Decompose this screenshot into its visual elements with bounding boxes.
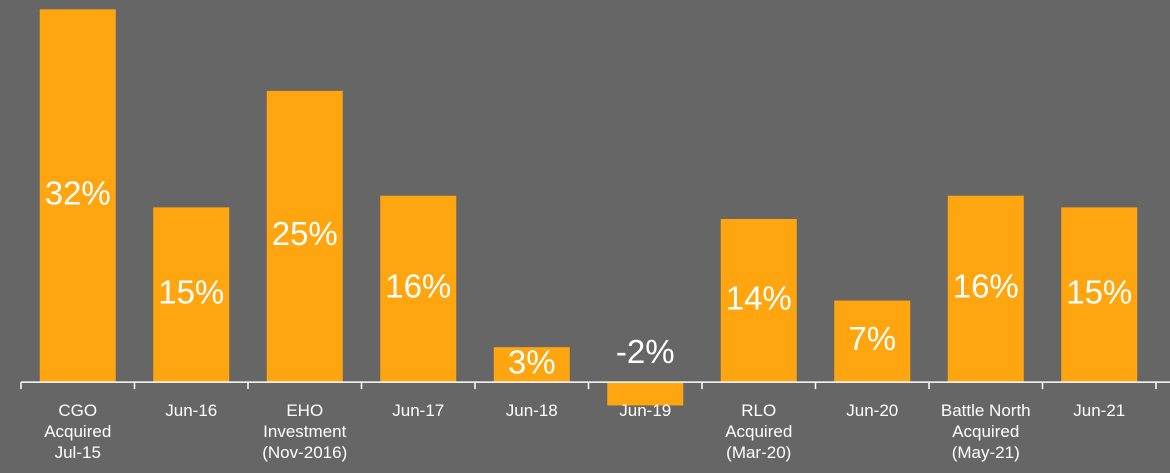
x-tick-label: Jun-19: [619, 401, 671, 420]
value-label: 25%: [272, 215, 338, 252]
bar: [153, 207, 230, 383]
bar: [720, 219, 797, 383]
x-tick-label: EHO Investment (Nov-2016): [262, 401, 347, 462]
x-tick-label-line: Jun-19: [619, 401, 671, 420]
x-tick-label: Battle North Acquired (May-21): [941, 401, 1031, 462]
x-tick-label: Jun-17: [392, 401, 444, 420]
x-tick-label-line: RLO: [741, 401, 776, 420]
x-tick-label-line: Acquired: [725, 422, 792, 441]
x-tick-label: Jun-16: [165, 401, 217, 420]
value-label: 3%: [508, 343, 556, 380]
bar: [380, 195, 457, 383]
value-label: 16%: [385, 268, 451, 305]
x-tick-label: Jun-21: [1073, 401, 1125, 420]
x-tick-label-line: (May-21): [952, 443, 1020, 462]
x-tick-label-line: Investment: [263, 422, 346, 441]
bar: [1061, 207, 1138, 383]
bar: [266, 90, 343, 383]
value-label: 16%: [953, 268, 1019, 305]
value-label: 14%: [726, 279, 792, 316]
x-tick-label-line: EHO: [286, 401, 323, 420]
x-tick-label-line: Jun-20: [846, 401, 898, 420]
bar: [607, 382, 684, 406]
x-tick-label-line: Jun-18: [506, 401, 558, 420]
x-tick-label: CGO Acquired Jul-15: [44, 401, 111, 462]
x-tick-label-line: Jul-15: [55, 443, 101, 462]
value-label: -2%: [616, 333, 675, 370]
bar: [834, 300, 911, 383]
x-tick-label-line: (Nov-2016): [262, 443, 347, 462]
x-tick-label-line: Jun-17: [392, 401, 444, 420]
x-tick-label-line: CGO: [58, 401, 97, 420]
value-label: 15%: [1066, 273, 1132, 310]
bar: [39, 9, 116, 383]
bar: [493, 347, 570, 383]
x-tick-label-line: Battle North: [941, 401, 1031, 420]
value-label: 15%: [158, 273, 224, 310]
x-tick-label-line: (Mar-20): [726, 443, 791, 462]
x-tick-label: Jun-18: [506, 401, 558, 420]
x-tick-label-line: Jun-21: [1073, 401, 1125, 420]
x-tick-label-line: Jun-16: [165, 401, 217, 420]
value-label: 7%: [848, 320, 896, 357]
value-label: 32%: [45, 174, 111, 211]
x-tick-label-line: Acquired: [952, 422, 1019, 441]
bar: [947, 195, 1024, 383]
x-tick-label-line: Acquired: [44, 422, 111, 441]
x-tick-label: RLO Acquired (Mar-20): [725, 401, 792, 462]
x-tick-label: Jun-20: [846, 401, 898, 420]
